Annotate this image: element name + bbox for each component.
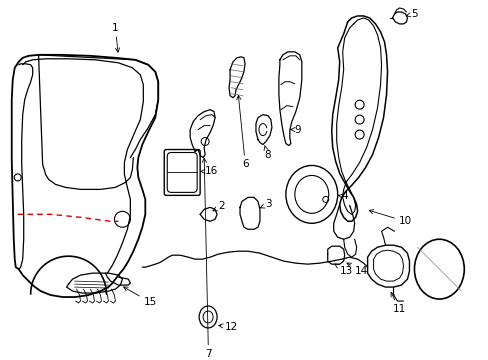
Text: 15: 15: [123, 287, 156, 307]
Text: 6: 6: [236, 95, 248, 170]
Text: 12: 12: [218, 322, 238, 332]
Text: 5: 5: [406, 9, 417, 19]
Text: 9: 9: [290, 125, 301, 135]
Text: 1: 1: [112, 23, 120, 52]
Text: 3: 3: [260, 199, 271, 210]
Text: 10: 10: [368, 210, 411, 226]
Text: 2: 2: [212, 201, 224, 211]
Text: 13: 13: [334, 264, 352, 276]
Text: 16: 16: [200, 166, 218, 176]
Text: 8: 8: [264, 145, 270, 159]
FancyBboxPatch shape: [164, 149, 200, 195]
Text: 14: 14: [346, 263, 367, 276]
Text: 11: 11: [390, 292, 405, 314]
Text: 7: 7: [202, 158, 211, 359]
Text: 4: 4: [338, 192, 347, 201]
